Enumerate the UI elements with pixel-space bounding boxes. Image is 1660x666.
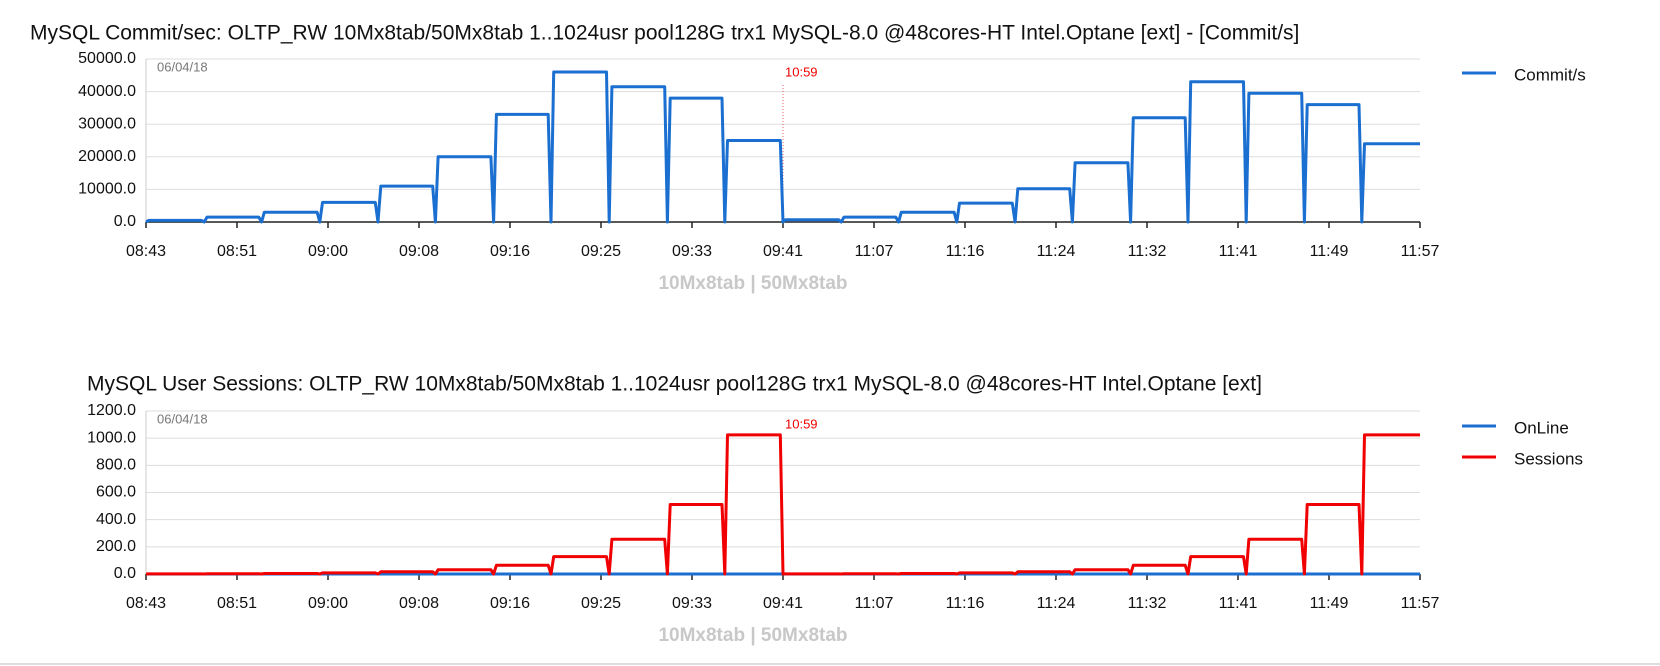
x-tick-label: 09:41 xyxy=(763,595,803,612)
y-tick-label: 800.0 xyxy=(96,457,136,474)
x-tick-label: 11:24 xyxy=(1037,243,1076,260)
x-tick-label: 11:49 xyxy=(1310,595,1349,612)
x-tick-label: 11:32 xyxy=(1128,595,1167,612)
x-tick-label: 11:16 xyxy=(946,243,985,260)
x-tick-label: 09:08 xyxy=(399,243,439,260)
legend-label: OnLine xyxy=(1514,418,1569,437)
x-tick-label: 09:08 xyxy=(399,595,439,612)
y-tick-label: 0.0 xyxy=(114,565,136,582)
x-tick-label: 09:33 xyxy=(672,595,712,612)
x-tick-label: 11:41 xyxy=(1219,595,1258,612)
y-tick-label: 30000.0 xyxy=(78,115,136,132)
x-tick-label: 09:25 xyxy=(581,243,621,260)
x-tick-label: 08:51 xyxy=(217,243,257,260)
x-tick-label: 09:25 xyxy=(581,595,621,612)
x-tick-label: 11:07 xyxy=(855,595,894,612)
x-tick-label: 11:57 xyxy=(1401,595,1440,612)
x-tick-label: 11:16 xyxy=(946,595,985,612)
x-axis-label: 10Mx8tab | 50Mx8tab xyxy=(658,273,847,294)
x-tick-label: 11:32 xyxy=(1128,243,1167,260)
annotation-label: 10:59 xyxy=(785,416,818,431)
x-tick-label: 09:16 xyxy=(490,595,530,612)
x-tick-label: 08:43 xyxy=(126,595,166,612)
x-tick-label: 11:07 xyxy=(855,243,894,260)
x-axis-label: 10Mx8tab | 50Mx8tab xyxy=(658,625,847,646)
x-tick-label: 09:33 xyxy=(672,243,712,260)
date-label: 06/04/18 xyxy=(157,411,208,426)
legend-label: Sessions xyxy=(1514,449,1583,468)
y-tick-label: 20000.0 xyxy=(78,148,136,165)
y-tick-label: 1000.0 xyxy=(87,429,136,446)
x-tick-label: 09:41 xyxy=(763,243,803,260)
x-tick-label: 09:00 xyxy=(308,243,348,260)
series-line xyxy=(145,70,1420,224)
x-tick-label: 08:51 xyxy=(217,595,257,612)
annotation-label: 10:59 xyxy=(785,64,818,79)
y-tick-label: 200.0 xyxy=(96,538,136,555)
y-tick-label: 40000.0 xyxy=(78,83,136,100)
x-tick-label: 08:43 xyxy=(126,243,166,260)
date-label: 06/04/18 xyxy=(157,59,208,74)
y-tick-label: 1200.0 xyxy=(87,402,136,419)
x-tick-label: 09:00 xyxy=(308,595,348,612)
x-tick-label: 11:57 xyxy=(1401,243,1440,260)
legend-label: Commit/s xyxy=(1514,65,1586,84)
chart-title: MySQL User Sessions: OLTP_RW 10Mx8tab/50… xyxy=(87,373,1262,396)
y-tick-label: 0.0 xyxy=(114,213,136,230)
series-line xyxy=(145,433,1420,576)
chart-title: MySQL Commit/sec: OLTP_RW 10Mx8tab/50Mx8… xyxy=(30,22,1299,45)
y-tick-label: 400.0 xyxy=(96,511,136,528)
x-tick-label: 11:24 xyxy=(1037,595,1076,612)
y-tick-label: 50000.0 xyxy=(78,50,136,67)
x-tick-label: 09:16 xyxy=(490,243,530,260)
y-tick-label: 10000.0 xyxy=(78,181,136,198)
x-tick-label: 11:41 xyxy=(1219,243,1258,260)
y-tick-label: 600.0 xyxy=(96,484,136,501)
x-tick-label: 11:49 xyxy=(1310,243,1349,260)
